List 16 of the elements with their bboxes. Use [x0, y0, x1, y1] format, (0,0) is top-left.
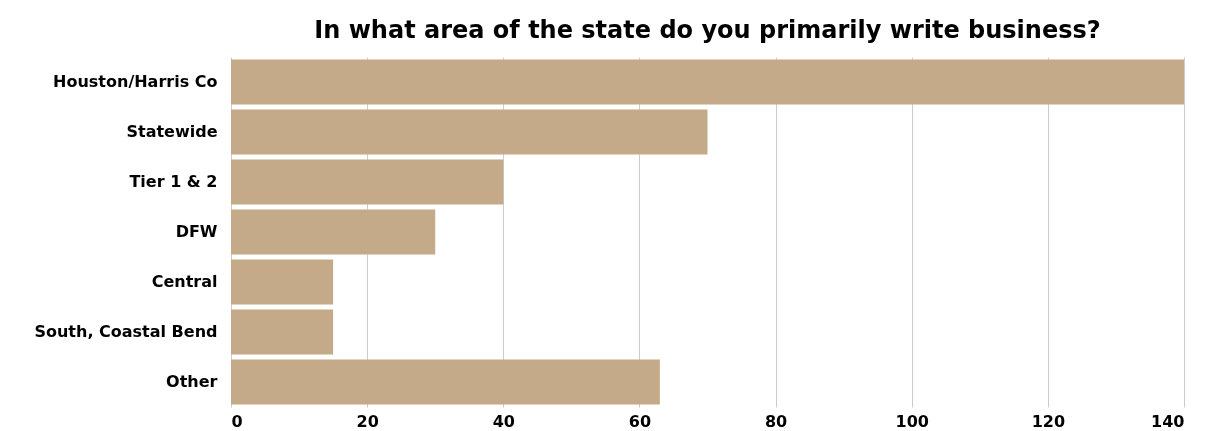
x-tick-label: 40 [492, 411, 515, 431]
x-tick-label: 120 [1031, 411, 1066, 431]
y-tick-label: South, Coastal Bend [34, 322, 218, 341]
chart-title: In what area of the state do you primarily write business? [314, 16, 1101, 44]
x-tick-label: 0 [231, 411, 243, 431]
x-tick-label: 80 [764, 411, 788, 431]
y-tick-label: Statewide [126, 122, 218, 141]
x-tick-label: 20 [356, 411, 379, 431]
y-tick-label: Tier 1 & 2 [129, 172, 218, 191]
y-tick-label: DFW [175, 222, 218, 241]
x-tick-label: 140 [1151, 411, 1185, 431]
y-tick-label: Other [166, 372, 218, 391]
y-tick-label: Houston/Harris Co [53, 72, 218, 91]
y-tick-label: Central [151, 272, 218, 291]
x-tick-label: 60 [628, 411, 652, 431]
x-tick-label: 100 [895, 411, 929, 431]
